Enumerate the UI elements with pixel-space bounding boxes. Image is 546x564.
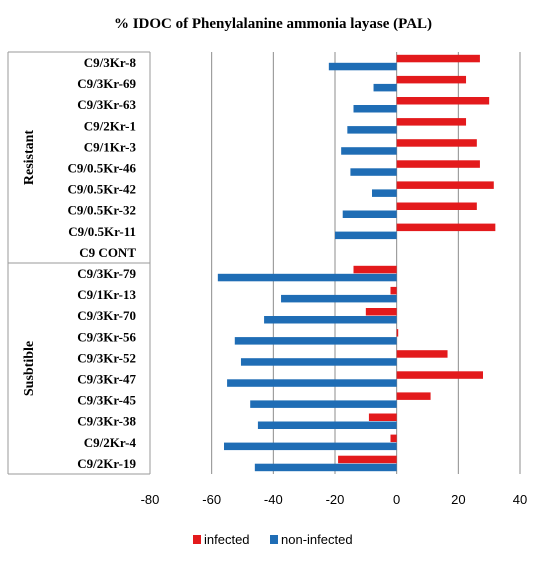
bar-infected-c9-1kr-13 [390,286,397,295]
grid-lines [149,52,521,474]
bar-non-infected-c9-3kr-70 [264,316,397,324]
legend-swatch-infected [193,535,201,544]
category-label-c9-0-5kr-32: C9/0.5Kr-32 [68,203,136,218]
group-label-resistant: Resistant [22,130,37,186]
x-tick-label-2: -40 [264,492,283,507]
bar-non-infected-c9-2kr-1 [347,126,397,134]
category-label-c9-2kr-4: C9/2Kr-4 [84,435,137,450]
bar-infected-c9-0-5kr-46 [396,160,480,168]
bar-infected-c9-3kr-45 [396,392,431,400]
bar-non-infected-c9-0-5kr-11 [335,231,397,240]
bar-non-infected-c9-1kr-3 [341,147,397,155]
category-frame [7,51,151,475]
category-label-c9-0-5kr-42: C9/0.5Kr-42 [68,182,136,197]
x-tick-label-1: -60 [202,492,221,507]
x-tick-labels: -80 -60 -40 -20 0 20 40 [141,492,528,507]
bar-infected-c9-2kr-4 [390,434,397,443]
bar-infected-c9-2kr-1 [396,118,467,126]
category-label-c9-1kr-13: C9/1Kr-13 [77,287,136,302]
category-label-c9-3kr-79: C9/3Kr-79 [77,266,136,281]
category-label-c9-2kr-19: C9/2Kr-19 [77,456,136,471]
bar-non-infected-c9-3kr-45 [250,400,397,408]
bar-non-infected-c9-0-5kr-46 [350,168,397,176]
category-label-c9-3kr-56: C9/3Kr-56 [77,329,136,344]
bar-non-infected-c9-0-5kr-42 [372,189,397,197]
category-label-c9-3kr-70: C9/3Kr-70 [77,308,136,323]
legend-swatch-non-infected [270,535,278,544]
x-tick-label-3: -20 [326,492,345,507]
bar-non-infected-c9-3kr-52 [240,358,397,366]
category-label-c9-cont: C9 CONT [79,245,136,260]
bar-infected-c9-3kr-69 [396,75,467,84]
category-label-c9-3kr-63: C9/3Kr-63 [77,97,136,112]
bar-non-infected-c9-2kr-4 [224,442,397,451]
bar-infected-c9-3kr-56 [396,329,399,337]
category-labels: C9/3Kr-8 C9/3Kr-69 C9/3Kr-63 C9/2Kr-1 C9/1Kr… [68,55,137,471]
bar-non-infected-c9-3kr-79 [217,273,397,282]
legend: infected non-infected [193,532,353,547]
bar-non-infected-c9-3kr-56 [234,337,397,345]
bar-non-infected-c9-3kr-63 [353,105,397,113]
x-tick-label-4: 0 [393,492,400,507]
bar-non-infected-c9-0-5kr-32 [342,210,397,218]
category-label-c9-3kr-8: C9/3Kr-8 [84,55,137,70]
bar-non-infected-c9-3kr-38 [257,421,397,429]
bar-non-infected-c9-3kr-69 [373,83,397,92]
group-labels: Resistant Susbtible [22,130,37,397]
bar-infected-c9-0-5kr-32 [396,202,477,210]
bar-infected-c9-3kr-8 [396,54,480,63]
bar-non-infected-c9-1kr-13 [281,294,397,303]
category-label-c9-0-5kr-11: C9/0.5Kr-11 [68,224,136,239]
category-label-c9-3kr-69: C9/3Kr-69 [77,76,136,91]
legend-label-infected: infected [204,532,250,547]
bar-infected-c9-3kr-38 [368,413,397,421]
category-label-c9-3kr-52: C9/3Kr-52 [77,350,136,365]
bar-infected-c9-0-5kr-11 [396,223,496,232]
x-tick-label-5: 20 [451,492,465,507]
chart-title: % IDOC of Phenylalanine ammonia layase (… [114,16,432,32]
bar-infected-c9-3kr-70 [365,308,397,316]
category-label-c9-0-5kr-46: C9/0.5Kr-46 [68,161,137,176]
bar-infected-c9-1kr-3 [396,139,477,147]
bar-non-infected-c9-3kr-8 [328,62,397,71]
bar-non-infected-c9-2kr-19 [254,463,397,472]
bar-infected-c9-2kr-19 [338,455,397,464]
group-label-susbtible: Susbtible [22,341,37,396]
bar-infected-c9-3kr-52 [396,350,448,358]
category-label-c9-2kr-1: C9/2Kr-1 [84,118,136,133]
bar-infected-c9-3kr-63 [396,97,490,105]
bar-infected-c9-0-5kr-42 [396,181,494,189]
legend-label-non-infected: non-infected [281,532,353,547]
category-label-c9-3kr-45: C9/3Kr-45 [77,393,136,408]
category-label-c9-3kr-38: C9/3Kr-38 [77,414,136,429]
x-tick-label-0: -80 [141,492,160,507]
bar-non-infected-c9-3kr-47 [227,379,397,387]
bars [217,54,496,472]
category-label-c9-1kr-3: C9/1Kr-3 [84,139,137,154]
bar-infected-c9-3kr-47 [396,371,483,379]
category-label-c9-3kr-47: C9/3Kr-47 [77,372,136,387]
x-tick-label-6: 40 [513,492,527,507]
bar-infected-c9-3kr-79 [353,265,397,274]
